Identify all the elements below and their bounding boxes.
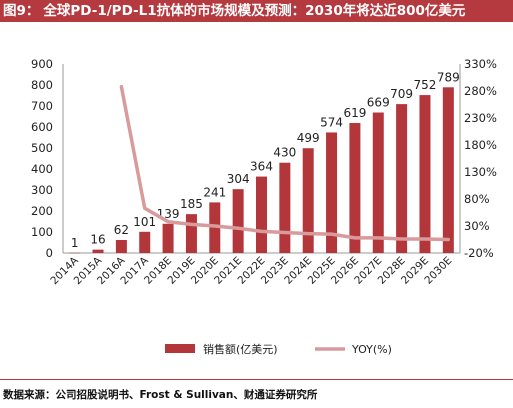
y2-tick-label-4: 180% [464, 138, 497, 152]
market-size-chart: 0100200300400500600700800900-20%30%80%13… [31, 57, 497, 356]
bar-2015A [92, 249, 104, 253]
yoy-line [119, 84, 451, 242]
bar-value-label-2021E: 304 [227, 172, 250, 186]
bar-value-label-2030E: 789 [437, 70, 460, 84]
y-tick-label-6: 600 [31, 120, 53, 134]
legend-swatch-bar [165, 344, 195, 353]
y-tick-label-2: 200 [31, 204, 53, 218]
bar-value-label-2014A: 1 [71, 236, 79, 250]
bar-2028E [396, 104, 408, 253]
legend-label-line: YOY(%) [351, 343, 392, 356]
bar-value-label-2019E: 185 [180, 197, 203, 211]
bar-2014A [69, 252, 81, 254]
y2-tick-label-6: 280% [464, 84, 497, 98]
y-tick-label-3: 300 [31, 183, 53, 197]
bar-2022E [256, 176, 267, 253]
bar-value-label-2026E: 619 [343, 106, 366, 120]
y-tick-label-8: 800 [31, 78, 53, 92]
bar-2016A [115, 239, 127, 253]
bar-value-label-2023E: 430 [273, 146, 296, 160]
bar-2019E [185, 214, 197, 253]
bar-2021E [232, 189, 244, 253]
bar-2018E [162, 223, 174, 253]
footer-divider [0, 379, 513, 380]
y-tick-label-5: 500 [31, 141, 53, 155]
bar-2024E [302, 148, 314, 253]
bar-value-label-2024E: 499 [297, 131, 320, 145]
y2-tick-label-7: 330% [464, 57, 497, 71]
bar-2030E [442, 87, 454, 253]
bar-value-label-2025E: 574 [320, 115, 343, 129]
bar-value-label-2029E: 752 [414, 78, 437, 92]
bar-value-label-2015A: 16 [90, 233, 105, 247]
bar-value-label-2022E: 364 [250, 160, 273, 174]
bar-2026E [349, 123, 361, 253]
bar-2017A [139, 231, 151, 253]
bar-2027E [372, 112, 384, 253]
figure-title-bar: 图9： 全球PD-1/PD-L1抗体的市场规模及预测：2030年将达近800亿美元 [0, 0, 513, 22]
y-tick-label-1: 100 [31, 225, 53, 239]
figure-label: 图9： [3, 3, 40, 19]
y2-tick-label-5: 230% [464, 111, 497, 125]
y2-tick-label-2: 80% [464, 192, 490, 206]
figure-title: 全球PD-1/PD-L1抗体的市场规模及预测：2030年将达近800亿美元 [43, 3, 466, 19]
bar-value-label-2016A: 62 [114, 223, 129, 237]
y2-tick-label-1: 30% [464, 219, 490, 233]
y-tick-label-9: 900 [31, 57, 53, 71]
bar-value-label-2020E: 241 [203, 185, 226, 199]
y-tick-label-0: 0 [46, 246, 53, 260]
source-note: 数据来源：公司招股说明书、Frost & Sullivan、财通证券研究所 [3, 389, 318, 401]
y-tick-label-4: 400 [31, 162, 53, 176]
y-tick-label-7: 700 [31, 99, 53, 113]
y2-tick-label-0: -20% [464, 246, 494, 260]
legend-label-bar: 销售额(亿美元) [203, 342, 278, 356]
bar-2023E [279, 162, 291, 253]
bar-2025E [326, 132, 338, 253]
bar-value-label-2027E: 669 [367, 96, 390, 110]
y2-tick-label-3: 130% [464, 165, 497, 179]
bar-value-label-2028E: 709 [390, 87, 413, 101]
bar-2029E [419, 95, 431, 253]
bar-value-label-2017A: 101 [133, 215, 156, 229]
